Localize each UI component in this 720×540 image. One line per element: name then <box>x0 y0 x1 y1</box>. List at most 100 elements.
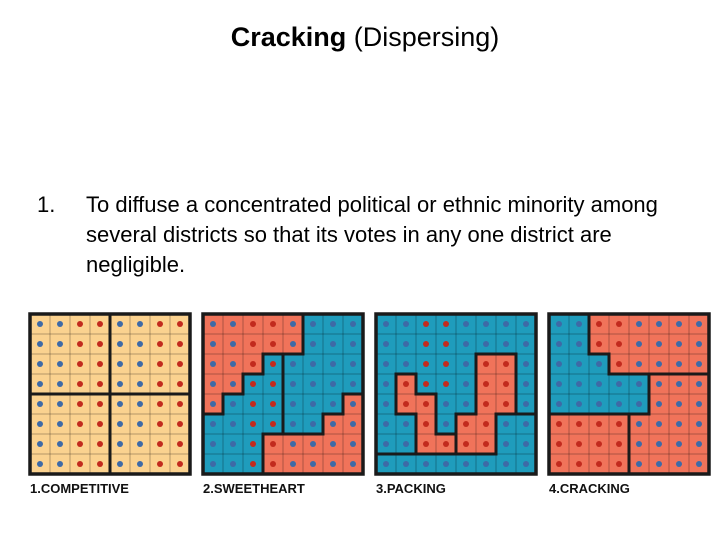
blue-voter-dot <box>636 361 642 367</box>
blue-voter-dot <box>57 401 63 407</box>
red-voter-dot <box>616 321 622 327</box>
red-voter-dot <box>596 421 602 427</box>
red-voter-dot <box>503 401 509 407</box>
blue-voter-dot <box>636 381 642 387</box>
blue-voter-dot <box>523 421 529 427</box>
blue-voter-dot <box>616 401 622 407</box>
red-voter-dot <box>270 361 276 367</box>
red-voter-dot <box>77 421 83 427</box>
red-voter-dot <box>157 321 163 327</box>
red-voter-dot <box>270 321 276 327</box>
red-voter-dot <box>596 341 602 347</box>
slide-title-bold: Cracking <box>230 22 347 52</box>
blue-voter-dot <box>656 321 662 327</box>
blue-voter-dot <box>290 341 296 347</box>
blue-voter-dot <box>230 401 236 407</box>
blue-voter-dot <box>656 421 662 427</box>
red-voter-dot <box>157 381 163 387</box>
blue-voter-dot <box>383 341 389 347</box>
red-voter-dot <box>177 321 183 327</box>
blue-voter-dot <box>330 341 336 347</box>
blue-voter-dot <box>676 401 682 407</box>
blue-voter-dot <box>37 321 43 327</box>
blue-voter-dot <box>137 401 143 407</box>
blue-voter-dot <box>523 361 529 367</box>
blue-voter-dot <box>230 361 236 367</box>
blue-voter-dot <box>37 381 43 387</box>
blue-voter-dot <box>523 461 529 467</box>
blue-voter-dot <box>310 341 316 347</box>
blue-voter-dot <box>656 361 662 367</box>
panel-frame <box>28 312 192 476</box>
blue-voter-dot <box>310 401 316 407</box>
blue-voter-dot <box>310 441 316 447</box>
blue-voter-dot <box>696 421 702 427</box>
blue-voter-dot <box>596 381 602 387</box>
red-voter-dot <box>97 341 103 347</box>
district-map-panel-3: 3.PACKING <box>374 312 538 496</box>
red-voter-dot <box>157 401 163 407</box>
blue-voter-dot <box>636 321 642 327</box>
blue-voter-dot <box>636 401 642 407</box>
blue-voter-dot <box>383 401 389 407</box>
red-voter-dot <box>556 421 562 427</box>
blue-voter-dot <box>443 421 449 427</box>
blue-voter-dot <box>230 321 236 327</box>
bullet-text: To diffuse a concentrated political or e… <box>86 192 658 277</box>
red-voter-dot <box>596 321 602 327</box>
blue-voter-dot <box>117 381 123 387</box>
blue-voter-dot <box>636 441 642 447</box>
red-voter-dot <box>97 381 103 387</box>
blue-voter-dot <box>596 361 602 367</box>
blue-voter-dot <box>350 361 356 367</box>
blue-voter-dot <box>290 441 296 447</box>
panel-label: 2.SWEETHEART <box>203 481 305 496</box>
red-voter-dot <box>270 401 276 407</box>
blue-voter-dot <box>576 401 582 407</box>
red-voter-dot <box>576 421 582 427</box>
red-voter-dot <box>270 421 276 427</box>
blue-voter-dot <box>37 401 43 407</box>
blue-voter-dot <box>636 341 642 347</box>
blue-voter-dot <box>383 461 389 467</box>
red-voter-dot <box>97 361 103 367</box>
blue-voter-dot <box>696 401 702 407</box>
blue-voter-dot <box>37 361 43 367</box>
blue-voter-dot <box>556 401 562 407</box>
blue-voter-dot <box>117 341 123 347</box>
panel-label: 3.PACKING <box>376 481 446 496</box>
red-voter-dot <box>97 441 103 447</box>
blue-voter-dot <box>656 441 662 447</box>
red-voter-dot <box>177 441 183 447</box>
blue-voter-dot <box>310 361 316 367</box>
red-voter-dot <box>423 401 429 407</box>
blue-voter-dot <box>290 321 296 327</box>
blue-voter-dot <box>483 461 489 467</box>
red-voter-dot <box>616 421 622 427</box>
blue-voter-dot <box>210 321 216 327</box>
red-voter-dot <box>596 441 602 447</box>
blue-voter-dot <box>676 321 682 327</box>
district-map-panel-1: 1.COMPETITIVE <box>28 312 192 496</box>
red-voter-dot <box>576 461 582 467</box>
red-voter-dot <box>556 441 562 447</box>
blue-voter-dot <box>210 381 216 387</box>
red-voter-dot <box>270 461 276 467</box>
blue-voter-dot <box>37 441 43 447</box>
blue-voter-dot <box>310 461 316 467</box>
red-voter-dot <box>77 461 83 467</box>
blue-voter-dot <box>403 421 409 427</box>
red-voter-dot <box>423 441 429 447</box>
blue-voter-dot <box>310 321 316 327</box>
blue-voter-dot <box>330 361 336 367</box>
blue-voter-dot <box>676 381 682 387</box>
blue-voter-dot <box>483 321 489 327</box>
blue-voter-dot <box>210 401 216 407</box>
red-voter-dot <box>403 381 409 387</box>
red-voter-dot <box>403 401 409 407</box>
red-voter-dot <box>483 401 489 407</box>
blue-voter-dot <box>117 421 123 427</box>
blue-voter-dot <box>383 421 389 427</box>
red-voter-dot <box>270 441 276 447</box>
blue-voter-dot <box>576 361 582 367</box>
